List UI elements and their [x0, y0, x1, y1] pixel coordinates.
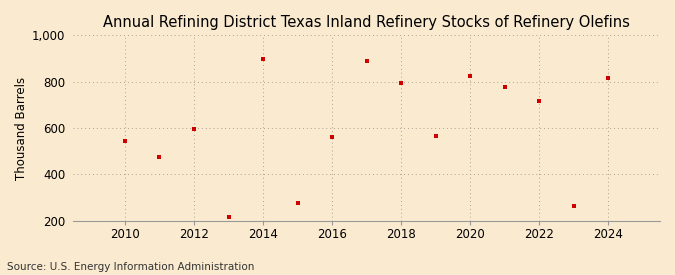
Point	[327, 135, 338, 139]
Point	[119, 139, 130, 143]
Point	[292, 201, 303, 206]
Point	[223, 215, 234, 219]
Y-axis label: Thousand Barrels: Thousand Barrels	[15, 76, 28, 180]
Point	[465, 74, 476, 78]
Point	[361, 59, 372, 63]
Title: Annual Refining District Texas Inland Refinery Stocks of Refinery Olefins: Annual Refining District Texas Inland Re…	[103, 15, 630, 30]
Point	[568, 204, 579, 208]
Point	[396, 81, 406, 85]
Point	[154, 155, 165, 159]
Point	[534, 99, 545, 104]
Point	[258, 56, 269, 61]
Point	[188, 127, 199, 131]
Point	[603, 76, 614, 80]
Text: Source: U.S. Energy Information Administration: Source: U.S. Energy Information Administ…	[7, 262, 254, 272]
Point	[430, 134, 441, 138]
Point	[500, 85, 510, 90]
